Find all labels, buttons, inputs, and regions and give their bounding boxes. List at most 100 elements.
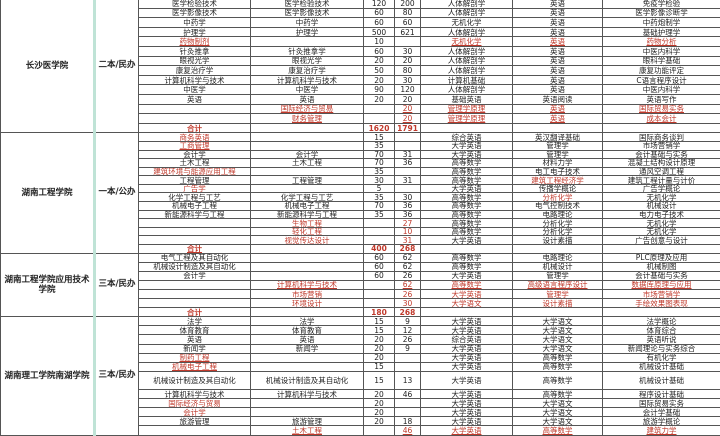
major-alt-cell: 新能源科学与工程 bbox=[251, 210, 364, 219]
subject-3-cell: 国际商务谈判 bbox=[603, 133, 720, 142]
quota-a-cell: 10 bbox=[364, 37, 395, 47]
subject-1-cell: 高等数学 bbox=[421, 219, 513, 228]
major-cell: 眼视光学 bbox=[139, 56, 251, 66]
major-cell: 会计学 bbox=[139, 408, 251, 417]
quota-b-cell bbox=[395, 133, 421, 142]
quota-a-cell: 50 bbox=[364, 66, 395, 76]
quota-b-cell: 18 bbox=[395, 417, 421, 426]
major-cell: 机械设计制造及其自动化 bbox=[139, 371, 251, 389]
major-cell: 会计学 bbox=[139, 271, 251, 280]
school-level: 三本/民办 bbox=[95, 317, 139, 435]
subject-2-cell: 分析化学 bbox=[513, 219, 603, 228]
quota-a-cell: 70 bbox=[364, 202, 395, 211]
subject-3-cell: 会计基础与实务 bbox=[603, 271, 720, 280]
major-alt-cell: 工程管理 bbox=[251, 176, 364, 185]
major-alt-cell bbox=[251, 167, 364, 176]
subject-3-cell: 广告学概论 bbox=[603, 184, 720, 193]
subject-2-cell: 英语阅读 bbox=[513, 94, 603, 104]
major-alt-cell: 康复治疗学 bbox=[251, 66, 364, 76]
quota-b-cell: 200 bbox=[395, 0, 421, 8]
subject-3-cell: 无机化学 bbox=[603, 193, 720, 202]
major-cell: 护理学 bbox=[139, 27, 251, 37]
subject-2-cell: 高等数学 bbox=[513, 390, 603, 399]
subject-2-cell: 高等数学 bbox=[513, 371, 603, 389]
major-cell bbox=[139, 280, 251, 289]
major-cell: 中医学 bbox=[139, 85, 251, 95]
subject-2-cell: 电工电子技术 bbox=[513, 167, 603, 176]
subject-3-cell: 会计基础与实务 bbox=[603, 150, 720, 159]
major-alt-cell: 机械设计制造及其自动化 bbox=[251, 371, 364, 389]
school-level: 三本/民办 bbox=[95, 253, 139, 317]
quota-a-cell: 35 bbox=[364, 141, 395, 150]
total-quota-a: 1620 bbox=[364, 123, 395, 133]
empty-cell bbox=[251, 245, 364, 254]
subject-2-cell: 建筑工程经济学 bbox=[513, 176, 603, 185]
quota-a-cell: 15 bbox=[364, 362, 395, 371]
quota-b-cell: 9 bbox=[395, 317, 421, 326]
subject-1-cell: 高等数学 bbox=[421, 210, 513, 219]
subject-3-cell: 新闻理论与实务综合 bbox=[603, 344, 720, 353]
subject-2-cell: 英语 bbox=[513, 85, 603, 95]
quota-b-cell: 60 bbox=[395, 18, 421, 28]
empty-cell bbox=[603, 123, 720, 133]
subject-1-cell: 无机化学 bbox=[421, 18, 513, 28]
subject-1-cell: 管理学原理 bbox=[421, 104, 513, 114]
major-alt-cell bbox=[251, 184, 364, 193]
major-alt-cell: 中药学 bbox=[251, 18, 364, 28]
subject-1-cell: 大学英语 bbox=[421, 408, 513, 417]
subject-3-cell: 会计学基础 bbox=[603, 408, 720, 417]
subject-2-cell: 大学语文 bbox=[513, 335, 603, 344]
quota-a-cell: 20 bbox=[364, 353, 395, 362]
major-cell: 商务英语 bbox=[139, 133, 251, 142]
subject-1-cell: 无机化学 bbox=[421, 37, 513, 47]
quota-a-cell bbox=[364, 299, 395, 308]
quota-b-cell: 62 bbox=[395, 262, 421, 271]
subject-3-cell: 英语听说 bbox=[603, 335, 720, 344]
major-alt-cell: 法学 bbox=[251, 317, 364, 326]
subject-2-cell: 电路理论 bbox=[513, 210, 603, 219]
subject-3-cell: 免疫学检验 bbox=[603, 0, 720, 8]
major-cell: 医学影像技术 bbox=[139, 8, 251, 18]
quota-a-cell: 20 bbox=[364, 390, 395, 399]
subject-3-cell: 建筑工程计量与计价 bbox=[603, 176, 720, 185]
subject-2-cell: 管理学 bbox=[513, 150, 603, 159]
subject-1-cell: 高等数学 bbox=[421, 262, 513, 271]
subject-1-cell: 大学英语 bbox=[421, 353, 513, 362]
subject-3-cell: 成本会计 bbox=[603, 114, 720, 124]
subject-2-cell: 管理学 bbox=[513, 141, 603, 150]
subject-3-cell: 法学概论 bbox=[603, 317, 720, 326]
subject-2-cell: 大学语文 bbox=[513, 326, 603, 335]
subject-1-cell: 综合英语 bbox=[421, 335, 513, 344]
major-cell: 旅游管理 bbox=[139, 417, 251, 426]
subject-3-cell: 手绘效果图表现 bbox=[603, 299, 720, 308]
quota-a-cell bbox=[364, 280, 395, 289]
subject-1-cell: 大学英语 bbox=[421, 417, 513, 426]
major-cell: 英语 bbox=[139, 94, 251, 104]
major-cell bbox=[139, 219, 251, 228]
quota-b-cell: 13 bbox=[395, 371, 421, 389]
major-alt-cell: 环境设计 bbox=[251, 299, 364, 308]
major-alt-cell bbox=[251, 353, 364, 362]
quota-b-cell bbox=[395, 408, 421, 417]
subject-3-cell: 市场营销学 bbox=[603, 290, 720, 299]
quota-a-cell: 20 bbox=[364, 344, 395, 353]
subject-3-cell: 机械设计 bbox=[603, 202, 720, 211]
quota-b-cell: 26 bbox=[395, 290, 421, 299]
subject-1-cell: 人体解剖学 bbox=[421, 56, 513, 66]
quota-b-cell: 30 bbox=[395, 299, 421, 308]
subject-2-cell: 高等数学 bbox=[513, 353, 603, 362]
subject-1-cell: 人体解剖学 bbox=[421, 27, 513, 37]
quota-a-cell: 20 bbox=[364, 417, 395, 426]
subject-2-cell: 英语 bbox=[513, 114, 603, 124]
quota-a-cell: 15 bbox=[364, 133, 395, 142]
major-alt-cell: 国际经济与贸易 bbox=[251, 104, 364, 114]
subject-1-cell: 大学英语 bbox=[421, 141, 513, 150]
quota-b-cell: 31 bbox=[395, 236, 421, 245]
major-cell: 新闻学 bbox=[139, 344, 251, 353]
major-cell: 机械电子工程 bbox=[139, 362, 251, 371]
subject-2-cell: 大学语文 bbox=[513, 317, 603, 326]
quota-a-cell: 500 bbox=[364, 27, 395, 37]
quota-b-cell bbox=[395, 399, 421, 408]
quota-b-cell: 36 bbox=[395, 159, 421, 168]
major-alt-cell: 机械电子工程 bbox=[251, 202, 364, 211]
